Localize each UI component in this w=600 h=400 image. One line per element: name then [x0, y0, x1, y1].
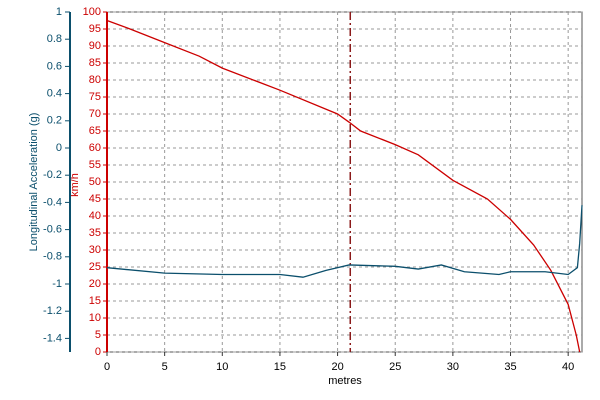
- y2-tick-label: -1.4: [43, 332, 62, 344]
- x-tick-label: 30: [447, 361, 459, 373]
- y-tick-label: 15: [89, 295, 101, 307]
- y-tick-label: 85: [89, 57, 101, 69]
- y-axis-label: km/h: [69, 173, 81, 197]
- y-tick-label: 35: [89, 227, 101, 239]
- y2-tick-label: 0.2: [47, 115, 62, 127]
- y-tick-label: 100: [83, 6, 101, 18]
- x-tick-label: 35: [504, 361, 516, 373]
- x-tick-label: 15: [274, 361, 286, 373]
- y-tick-label: 75: [89, 91, 101, 103]
- y2-tick-label: -0.6: [43, 224, 62, 236]
- y-tick-label: 20: [89, 278, 101, 290]
- x-axis-label: metres: [328, 375, 362, 387]
- y-tick-label: 90: [89, 40, 101, 52]
- y-tick-label: 40: [89, 210, 101, 222]
- y-tick-label: 80: [89, 74, 101, 86]
- x-tick-label: 5: [162, 361, 168, 373]
- data-line: [106, 205, 583, 278]
- y-tick-label: 50: [89, 176, 101, 188]
- y-tick-label: 45: [89, 193, 101, 205]
- y2-tick-label: 0: [56, 142, 62, 154]
- x-tick-label: 40: [562, 361, 574, 373]
- y-tick-label: 25: [89, 261, 101, 273]
- y2-tick-label: 0.4: [47, 88, 62, 100]
- y2-tick-label: -0.2: [43, 169, 62, 181]
- y-tick-label: 95: [89, 23, 101, 35]
- y-tick-label: 55: [89, 159, 101, 171]
- y2-tick-label: 0.8: [47, 33, 62, 45]
- y-tick-label: 10: [89, 312, 101, 324]
- y-tick-label: 30: [89, 244, 101, 256]
- y2-tick-label: -1: [52, 278, 62, 290]
- y-tick-label: 5: [95, 329, 101, 341]
- y2-tick-label: 1: [56, 6, 62, 18]
- x-tick-label: 25: [389, 361, 401, 373]
- y2-tick-label: -0.8: [43, 251, 62, 263]
- x-tick-label: 10: [216, 361, 228, 373]
- y-tick-label: 70: [89, 108, 101, 120]
- y-tick-label: 65: [89, 125, 101, 137]
- x-tick-label: 0: [104, 361, 110, 373]
- y2-tick-label: -0.4: [43, 196, 62, 208]
- x-tick-label: 20: [331, 361, 343, 373]
- y-tick-label: 0: [95, 346, 101, 358]
- y2-axis-label: Longitudinal Acceleration (g): [28, 113, 40, 252]
- y2-tick-label: -1.2: [43, 305, 62, 317]
- y2-tick-label: 0.6: [47, 60, 62, 72]
- y-tick-label: 60: [89, 142, 101, 154]
- data-line: [106, 19, 581, 353]
